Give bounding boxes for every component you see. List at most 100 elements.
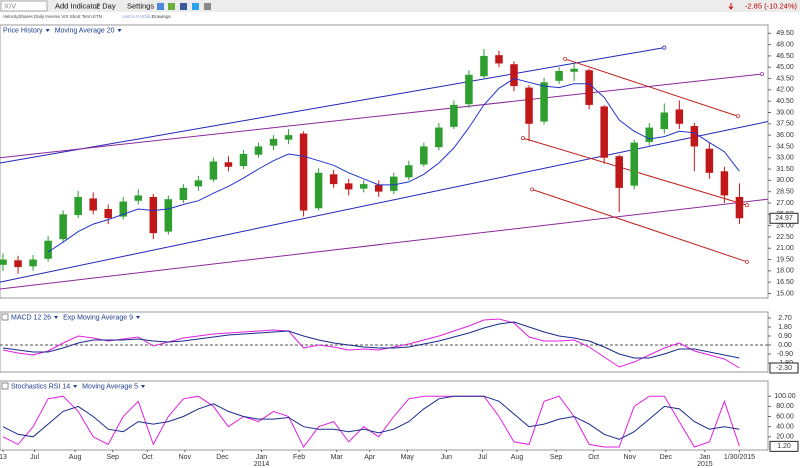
candle-body bbox=[540, 82, 548, 122]
year-label: 2015 bbox=[697, 461, 713, 468]
drawings[interactable]: Drawings bbox=[152, 14, 172, 19]
y-tick-label: 34.50 bbox=[776, 143, 794, 150]
legend-dropdown bbox=[54, 316, 59, 319]
symbol-input[interactable] bbox=[0, 0, 48, 12]
y-tick-label: 33.00 bbox=[776, 155, 794, 162]
x-tick-label: 13 bbox=[0, 454, 7, 461]
candle-body bbox=[119, 201, 127, 217]
y-tick-label: 0.90 bbox=[778, 333, 792, 340]
x-tick-label: Jan bbox=[699, 454, 710, 461]
y-tick-label: 45.00 bbox=[776, 64, 794, 71]
candle-body bbox=[374, 184, 383, 192]
settings[interactable]: Settings bbox=[127, 1, 154, 10]
y-tick-label: 42.00 bbox=[776, 87, 794, 94]
candle-body bbox=[269, 138, 278, 146]
x-tick-label: Sep bbox=[550, 454, 563, 461]
x-tick-label: Aug bbox=[69, 454, 82, 461]
candle-body bbox=[329, 174, 338, 185]
candle-body bbox=[284, 135, 293, 140]
icon[interactable] bbox=[157, 3, 164, 10]
candle-body bbox=[344, 183, 353, 190]
candle-body bbox=[390, 176, 398, 191]
y-tick-label: 1.80 bbox=[778, 324, 792, 331]
y-tick-label: 49.50 bbox=[776, 30, 794, 37]
icon[interactable] bbox=[204, 3, 211, 10]
candle-body bbox=[735, 196, 744, 219]
icon[interactable] bbox=[192, 3, 199, 10]
y-tick-label: 31.50 bbox=[776, 166, 794, 173]
symbol[interactable]: XIV bbox=[4, 1, 16, 10]
candle-body bbox=[570, 68, 578, 72]
candle-body bbox=[510, 64, 518, 87]
icon[interactable] bbox=[180, 3, 187, 10]
close-box bbox=[1, 313, 9, 321]
last-value-label: 24.97 bbox=[775, 215, 793, 222]
candle-body bbox=[104, 209, 112, 219]
panel bbox=[0, 311, 769, 373]
y-tick-label: 40.00 bbox=[776, 424, 794, 431]
handle bbox=[563, 56, 568, 61]
last-value-box bbox=[769, 362, 799, 374]
trend-line bbox=[0, 198, 768, 290]
candle-body bbox=[525, 87, 533, 124]
trend-line bbox=[0, 121, 768, 283]
trend-line bbox=[564, 58, 739, 117]
trend-line bbox=[0, 73, 763, 159]
x-tick-label: Oct bbox=[588, 454, 599, 461]
candle-body bbox=[420, 146, 428, 165]
y-tick-label: 80.00 bbox=[776, 403, 794, 410]
icon[interactable] bbox=[168, 3, 175, 10]
y-tick-label: 60.00 bbox=[776, 413, 794, 420]
toolbar bbox=[0, 0, 800, 12]
candle-body bbox=[645, 127, 654, 142]
add-indicator[interactable]: Add Indicator bbox=[55, 1, 100, 10]
candle-body bbox=[585, 70, 593, 105]
last-value-label: -2.30 bbox=[776, 365, 792, 372]
candle-body bbox=[179, 187, 188, 200]
candle-body bbox=[224, 162, 233, 167]
series-line bbox=[2, 321, 740, 359]
x-tick-label: Aug bbox=[511, 454, 524, 461]
y-tick-label: 20.00 bbox=[776, 434, 794, 441]
legend-label: Exp Moving Average 9 bbox=[63, 314, 133, 321]
period[interactable]: 2 Day bbox=[96, 1, 116, 10]
y-tick-label: 100.00 bbox=[774, 393, 796, 400]
down-arrow bbox=[728, 3, 734, 10]
candle-body bbox=[14, 260, 22, 268]
candle-body bbox=[405, 165, 413, 178]
legend-dropdown bbox=[73, 385, 78, 388]
handle bbox=[745, 259, 749, 264]
y-tick-label: 19.50 bbox=[776, 256, 794, 263]
legend-label: Moving Average 5 bbox=[82, 383, 138, 390]
x-tick-label: Apr bbox=[364, 454, 376, 461]
panel bbox=[0, 380, 769, 451]
y-tick-label: 2.70 bbox=[778, 315, 792, 322]
y-tick-label: 24.00 bbox=[776, 222, 794, 229]
candle-body bbox=[134, 195, 143, 201]
x-tick-label: Dec bbox=[216, 454, 229, 461]
x-tick-label: Sep bbox=[106, 454, 119, 461]
series-line bbox=[2, 395, 740, 440]
x-tick-label: Nov bbox=[179, 454, 192, 461]
y-tick-label: 48.00 bbox=[776, 41, 794, 48]
candle-body bbox=[149, 196, 158, 234]
candle-body bbox=[59, 214, 67, 240]
series-line bbox=[2, 395, 740, 448]
candle-body bbox=[720, 171, 729, 196]
last-value-box bbox=[769, 440, 799, 452]
legend-label: MACD 12 26 bbox=[11, 314, 51, 321]
price-change: -2.85 (-10.24%) bbox=[745, 1, 798, 10]
add-to-portfolio[interactable]: Add to Portfolio bbox=[122, 14, 153, 19]
plot-area bbox=[0, 45, 768, 290]
series-line bbox=[47, 77, 740, 253]
last-value-box bbox=[769, 212, 799, 224]
candle-body bbox=[164, 199, 173, 232]
y-tick-label: 15.00 bbox=[776, 290, 794, 297]
legend-dropdown bbox=[45, 29, 50, 32]
handle bbox=[521, 136, 525, 141]
y-tick-label: 40.50 bbox=[776, 98, 794, 105]
x-tick-label: Nov bbox=[624, 454, 637, 461]
legend-label: Price History bbox=[3, 27, 43, 34]
year-label: 2014 bbox=[254, 461, 270, 468]
candle-body bbox=[29, 259, 37, 267]
